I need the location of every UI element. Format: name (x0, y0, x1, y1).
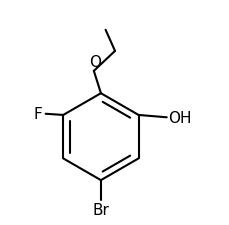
Text: Br: Br (92, 202, 109, 218)
Text: OH: OH (167, 110, 191, 125)
Text: F: F (33, 107, 42, 122)
Text: O: O (89, 55, 101, 70)
